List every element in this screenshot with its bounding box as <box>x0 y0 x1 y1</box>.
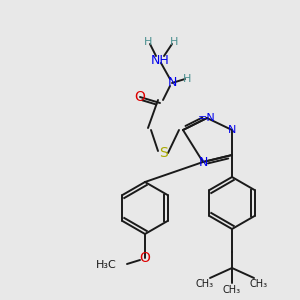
Text: CH₃: CH₃ <box>250 279 268 289</box>
Text: N: N <box>167 76 177 89</box>
Text: H: H <box>144 37 152 47</box>
Text: N: N <box>228 125 236 135</box>
Text: NH: NH <box>151 53 169 67</box>
Text: H: H <box>170 37 178 47</box>
Text: N: N <box>198 155 208 169</box>
Text: CH₃: CH₃ <box>196 279 214 289</box>
Text: H: H <box>183 74 191 84</box>
Text: =N: =N <box>198 113 216 123</box>
Text: O: O <box>135 90 146 104</box>
Text: H₃C: H₃C <box>96 260 117 270</box>
Text: CH₃: CH₃ <box>223 285 241 295</box>
Text: S: S <box>159 146 167 160</box>
Text: O: O <box>140 251 150 265</box>
